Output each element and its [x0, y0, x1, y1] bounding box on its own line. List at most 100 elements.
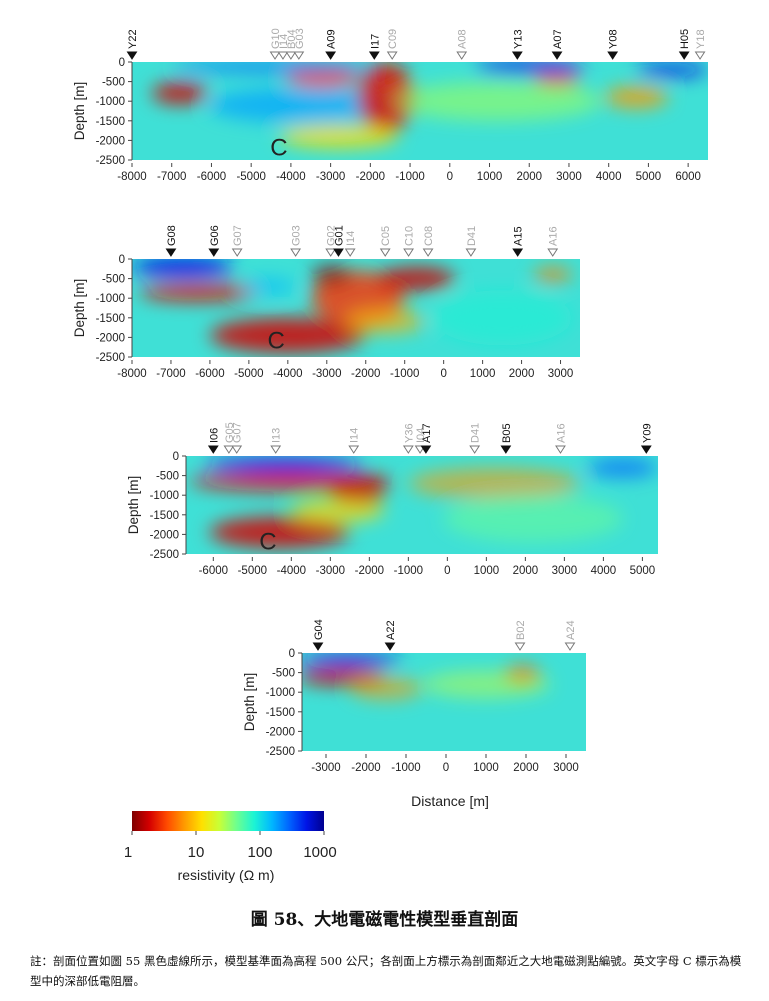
station-label: C09: [387, 29, 399, 49]
station-marker: [551, 51, 563, 60]
x-tick-label: -1000: [391, 762, 420, 774]
resistivity-anomaly: [151, 82, 208, 105]
x-tick-label: -8000: [117, 368, 146, 380]
resistivity-anomaly: [205, 456, 362, 472]
station-marker: [277, 51, 289, 60]
x-tick-label: 2000: [513, 762, 539, 774]
x-tick-label: -1000: [394, 565, 423, 577]
x-tick-label: -3000: [311, 762, 340, 774]
colorbar-tick-label: 1: [124, 844, 132, 861]
station-marker: [555, 445, 566, 454]
colorbar-gradient: [132, 811, 324, 831]
station-label: I14: [345, 231, 357, 246]
station-label: A16: [555, 423, 567, 443]
x-tick-label: -6000: [195, 368, 224, 380]
station-marker: [270, 445, 282, 454]
resistivity-anomaly: [311, 264, 351, 285]
station-marker: [469, 445, 481, 454]
station-label: G07: [232, 225, 244, 246]
x-tick-label: 1000: [473, 762, 499, 774]
station-label: G05: [224, 422, 236, 443]
station-label: G01: [333, 225, 345, 246]
x-tick-label: -2000: [355, 565, 384, 577]
y-tick-label: -2500: [96, 155, 125, 167]
station-label: I14: [349, 428, 361, 443]
x-tick-label: -4000: [273, 368, 302, 380]
y-tick-label: -500: [272, 668, 295, 680]
y-axis-label: Depth [m]: [72, 82, 87, 141]
x-tick-label: 0: [443, 762, 449, 774]
y-tick-label: -2000: [96, 135, 125, 147]
station-label: Y08: [608, 29, 620, 49]
y-tick-label: 0: [119, 57, 125, 69]
resistivity-anomaly: [139, 283, 257, 302]
resistivity-anomaly: [350, 676, 422, 701]
resistivity-anomaly: [207, 87, 399, 123]
x-tick-label: 6000: [675, 171, 701, 183]
station-marker: [386, 51, 398, 60]
x-tick-label: -6000: [197, 171, 226, 183]
x-tick-label: -3000: [312, 368, 341, 380]
station-label: B05: [501, 423, 513, 443]
x-tick-label: -5000: [238, 565, 267, 577]
x-tick-label: 0: [447, 171, 453, 183]
station-marker: [607, 51, 619, 60]
station-label: A17: [421, 423, 433, 443]
station-label: B04: [286, 29, 298, 49]
resistivity-field: [132, 62, 708, 160]
y-tick-label: -1500: [96, 313, 125, 325]
x-tick-label: 4000: [591, 565, 617, 577]
station-marker: [348, 445, 360, 454]
y-axis-label: Depth [m]: [242, 673, 257, 732]
station-marker: [293, 51, 305, 60]
resistivity-anomaly: [473, 62, 585, 75]
station-marker: [223, 445, 235, 454]
station-marker: [325, 51, 337, 60]
resistivity-field: [132, 259, 580, 357]
x-tick-label: -5000: [236, 171, 265, 183]
station-label: Y13: [512, 29, 524, 49]
station-marker: [511, 51, 523, 60]
station-label: I04: [415, 428, 427, 443]
station-marker: [208, 248, 220, 257]
x-tick-label: 1000: [477, 171, 503, 183]
x-tick-label: 3000: [552, 565, 578, 577]
station-label: Y36: [403, 423, 415, 443]
station-marker: [165, 248, 177, 257]
x-tick-label: -2000: [356, 171, 385, 183]
resistivity-anomaly: [533, 73, 581, 86]
deep-conductor-label: C: [267, 327, 284, 354]
station-label: I17: [369, 34, 381, 49]
station-label: A24: [565, 620, 577, 640]
station-marker: [422, 248, 434, 257]
station-label: A16: [548, 226, 560, 246]
x-tick-label: 3000: [548, 368, 574, 380]
y-tick-label: -1000: [150, 490, 179, 502]
resistivity-anomaly: [533, 267, 573, 282]
deep-conductor-label: C: [259, 528, 276, 555]
station-marker: [678, 51, 690, 60]
x-tick-label: -5000: [234, 368, 263, 380]
station-marker: [500, 445, 512, 454]
x-tick-label: -7000: [156, 368, 185, 380]
x-tick-label: -4000: [276, 171, 305, 183]
colorbar: 1 10 100 1000 resistivity (Ω m): [124, 811, 337, 883]
y-tick-label: -500: [102, 274, 125, 286]
y-tick-label: -1000: [96, 293, 125, 305]
station-marker: [325, 248, 337, 257]
station-label: G08: [166, 225, 178, 246]
resistivity-anomaly: [291, 499, 385, 523]
resistivity-anomaly: [394, 81, 601, 121]
station-label: D41: [466, 226, 478, 246]
y-tick-label: -2000: [150, 529, 179, 541]
x-tick-label: 4000: [596, 171, 622, 183]
resistivity-anomaly: [377, 266, 456, 291]
y-tick-label: -2500: [150, 549, 179, 561]
resistivity-anomaly: [587, 457, 658, 478]
x-tick-label: 0: [440, 368, 446, 380]
resistivity-anomaly: [209, 317, 366, 354]
resistivity-anomaly: [346, 309, 425, 334]
